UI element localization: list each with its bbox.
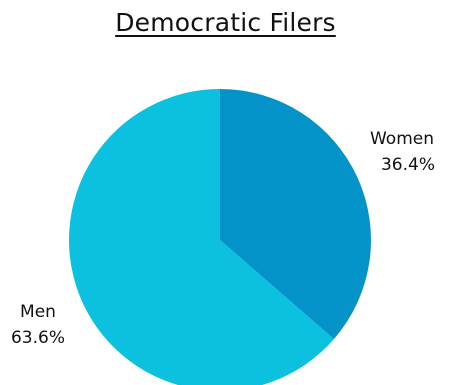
chart-title: Democratic Filers	[115, 8, 336, 37]
pie-slices	[69, 89, 371, 385]
pie-slice-women	[220, 89, 371, 340]
slice-value-men: 63.6%	[11, 328, 65, 348]
slice-label-women: Women	[370, 129, 434, 149]
slice-value-women: 36.4%	[381, 155, 435, 175]
slice-label-men: Men	[20, 302, 56, 322]
pie-slice-men	[69, 89, 334, 385]
